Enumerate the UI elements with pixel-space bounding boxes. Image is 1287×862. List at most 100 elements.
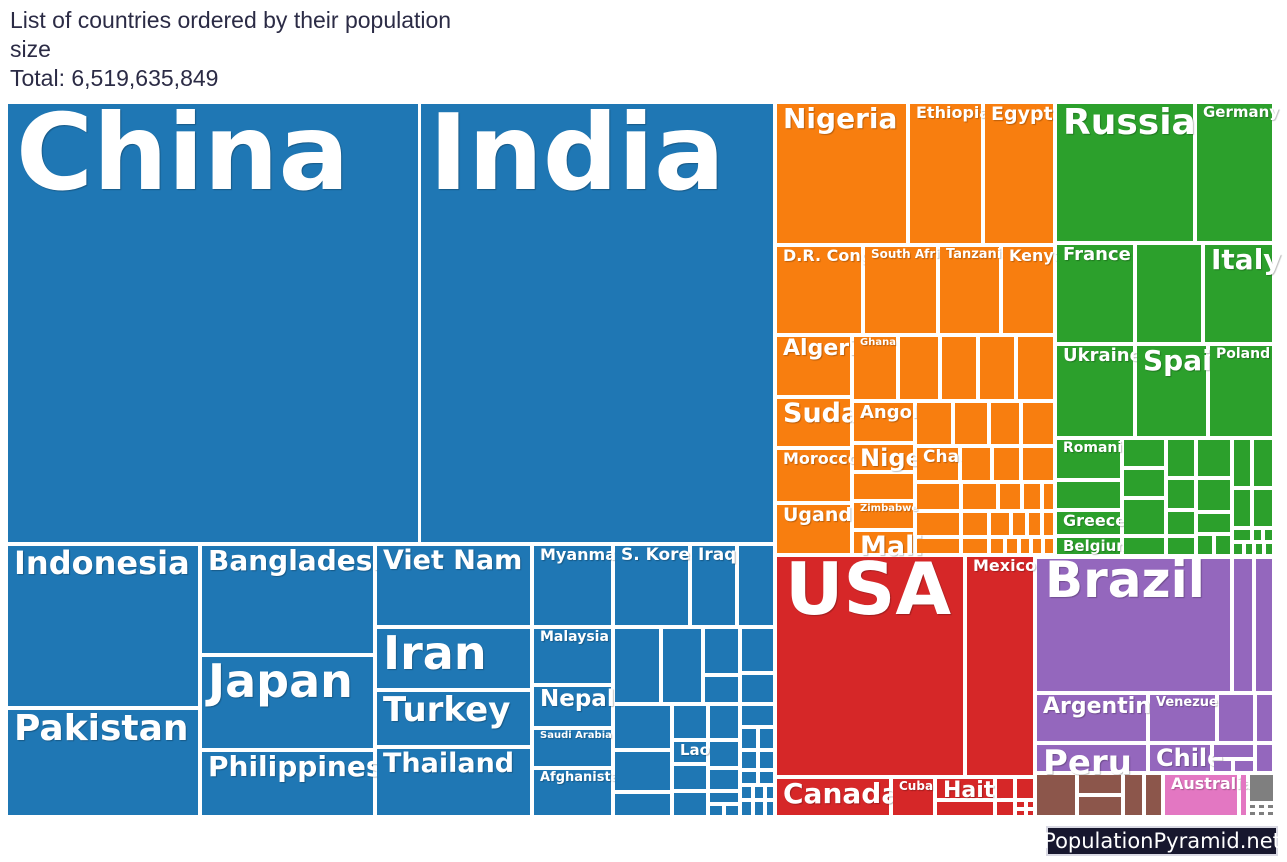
treemap-cell-chile[interactable]: Chile [1150,745,1223,771]
treemap-cell[interactable] [1254,440,1272,486]
treemap-cell[interactable] [997,802,1013,815]
treemap-cell[interactable] [1259,812,1264,815]
treemap-cell-spain[interactable]: Spain [1137,346,1232,436]
treemap-cell[interactable] [1017,779,1033,798]
treemap-cell[interactable] [674,706,706,738]
treemap-cell[interactable] [742,802,751,815]
treemap-cell[interactable] [1216,536,1230,554]
treemap-cell[interactable] [1044,484,1053,509]
treemap-cell-zimbabwe[interactable]: Zimbabwe [854,503,918,528]
treemap-cell-usa[interactable]: USA [777,552,963,775]
treemap-cell-cuba[interactable]: Cuba [893,779,933,815]
treemap-cell[interactable] [1250,775,1273,801]
treemap-cell-iraq[interactable]: Iraq [692,546,736,625]
treemap-cell[interactable] [615,794,670,815]
treemap-cell-peru[interactable]: Peru [1037,745,1146,780]
treemap-cell[interactable] [615,752,670,790]
treemap-cell[interactable] [1125,775,1142,815]
treemap-cell[interactable] [1250,812,1255,815]
treemap-cell-italy[interactable]: Italy [1205,245,1282,342]
treemap-cell-afghanistan[interactable]: Afghanistan [534,770,629,815]
treemap-cell-nigeria[interactable]: Nigeria [777,104,906,243]
treemap-cell[interactable] [1219,695,1253,741]
treemap-cell[interactable] [1256,559,1272,691]
treemap-cell-nepal[interactable]: Nepal [534,687,615,726]
treemap-cell[interactable] [1234,530,1250,540]
treemap-cell-haiti[interactable]: Haiti [937,779,1002,802]
treemap-cell[interactable] [1168,480,1194,508]
treemap-cell[interactable] [767,787,773,798]
treemap-cell[interactable] [1214,745,1253,757]
treemap-cell-venezuela[interactable]: Venezuela [1150,695,1231,741]
treemap-cell[interactable] [1265,530,1272,540]
treemap-cell[interactable] [1124,440,1164,466]
treemap-cell[interactable] [1198,440,1230,476]
treemap-cell-sudan[interactable]: Sudan [777,399,878,446]
treemap-cell-mali[interactable]: Mali [854,532,924,560]
treemap-cell-australia[interactable]: Australia [1165,775,1252,815]
treemap-cell-romania[interactable]: Romania [1057,440,1132,478]
treemap-cell[interactable] [1168,538,1194,554]
treemap-cell[interactable] [1018,337,1053,399]
treemap-cell-s-korea[interactable]: S. Korea [615,546,702,625]
treemap-cell-ukraine[interactable]: Ukraine [1057,346,1142,436]
treemap-cell[interactable] [726,806,738,815]
treemap-cell[interactable] [1017,802,1024,807]
treemap-cell-malaysia[interactable]: Malaysia [534,629,611,683]
treemap-cell[interactable] [980,337,1014,399]
treemap-cell-bangladesh[interactable]: Bangladesh [202,546,392,653]
treemap-cell[interactable] [710,770,738,789]
treemap-cell[interactable] [991,513,1009,535]
treemap-cell-pakistan[interactable]: Pakistan [8,710,198,815]
treemap-cell-iran[interactable]: Iran [377,629,530,688]
treemap-cell[interactable] [942,337,976,399]
treemap-cell[interactable] [742,629,773,671]
treemap-cell-canada[interactable]: Canada [777,779,900,815]
treemap-cell[interactable] [962,448,990,480]
treemap-cell[interactable] [955,403,987,444]
treemap-cell[interactable] [767,802,773,815]
treemap-cell[interactable] [1256,544,1262,554]
treemap-cell[interactable] [742,729,756,748]
treemap-cell[interactable] [1234,559,1252,691]
treemap-cell[interactable] [917,403,951,444]
treemap-cell[interactable] [1057,482,1120,508]
treemap-cell-tanzania[interactable]: Tanzania [940,247,1010,333]
treemap-cell[interactable] [705,677,738,702]
treemap-cell-niger[interactable]: Niger [854,445,934,470]
treemap-cell[interactable] [1234,440,1250,486]
treemap-cell-ethiopia[interactable]: Ethiopia [910,104,990,243]
treemap-cell-morocco[interactable]: Morocco [777,450,859,501]
treemap-cell[interactable] [1266,544,1272,554]
treemap-cell-france[interactable]: France [1057,245,1133,342]
treemap-cell[interactable] [1168,440,1194,476]
treemap-cell[interactable] [1168,512,1194,534]
treemap-cell-kenya[interactable]: Kenya [1003,247,1065,333]
treemap-cell[interactable] [1241,775,1246,815]
treemap-cell[interactable] [1028,811,1033,815]
treemap-cell-viet-nam[interactable]: Viet Nam [377,546,530,625]
treemap-cell[interactable] [739,546,773,625]
treemap-cell[interactable] [1028,802,1033,807]
treemap-cell[interactable] [615,629,659,702]
treemap-cell-ghana[interactable]: Ghana [854,337,896,399]
treemap-cell[interactable] [1021,539,1029,553]
treemap-cell-germany[interactable]: Germany [1197,104,1279,241]
treemap-cell[interactable] [917,484,959,509]
treemap-cell[interactable] [1007,539,1017,553]
treemap-cell[interactable] [900,337,938,399]
treemap-cell-saudi-arabia[interactable]: Saudi Arabia [534,730,612,766]
treemap-cell-laos[interactable]: Laos [674,742,719,762]
treemap-cell[interactable] [1023,403,1053,444]
treemap-cell[interactable] [742,772,756,783]
treemap-cell-china[interactable]: China [8,99,418,542]
treemap-cell[interactable] [1037,775,1075,815]
treemap-cell[interactable] [1234,490,1250,526]
treemap-cell-poland[interactable]: Poland [1210,346,1272,436]
treemap-cell[interactable] [917,513,959,535]
treemap-cell-myanmar[interactable]: Myanmar [534,546,624,625]
treemap-cell[interactable] [1017,811,1024,815]
treemap-cell[interactable] [1000,484,1020,509]
treemap-cell-belgium[interactable]: Belgium [1057,538,1132,554]
treemap-cell[interactable] [710,742,738,766]
